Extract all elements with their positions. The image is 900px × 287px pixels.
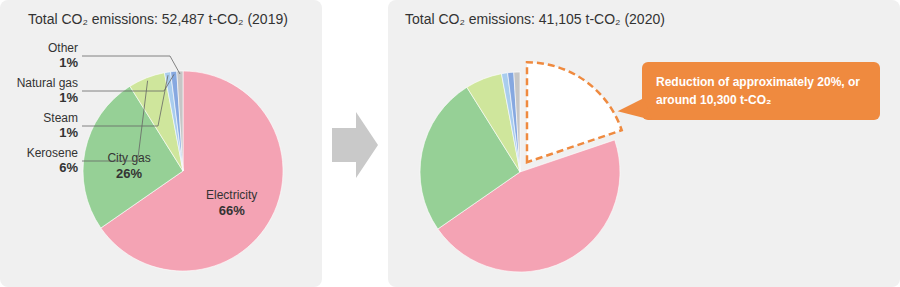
panel-2019 <box>0 0 322 287</box>
figure: Total CO₂ emissions: 52,487 t-CO₂ (2019)… <box>0 0 900 287</box>
callout-pointer <box>618 98 652 120</box>
pie-slice <box>501 73 520 172</box>
pie-slice <box>171 71 183 171</box>
slice-value: 1% <box>59 55 78 70</box>
chart-title: Total CO₂ emissions: 52,487 t-CO₂ (2019) <box>28 11 288 27</box>
slice-value: 1% <box>59 90 78 105</box>
pie-slices <box>420 62 622 272</box>
slice-labels: Electricity66%City gas26%Other1%Natural … <box>17 41 258 218</box>
pie-slices <box>83 71 283 271</box>
slice-label: Other <box>48 41 78 55</box>
leader-line <box>82 56 180 74</box>
slice-value: 6% <box>59 160 78 175</box>
chart-title: Total CO₂ emissions: 41,105 t-CO₂ (2020) <box>405 11 665 27</box>
callout-text: Reduction of approximately 20%, or <box>656 75 860 89</box>
slice-label: Natural gas <box>17 76 78 90</box>
slice-value: 26% <box>116 166 142 181</box>
slice-label: Electricity <box>206 188 257 202</box>
leader-line <box>82 75 168 126</box>
leader-line <box>82 81 148 161</box>
slice-label: Kerosene <box>27 146 79 160</box>
slice-label: City gas <box>107 151 150 165</box>
slice-value: 1% <box>59 125 78 140</box>
pie-slice <box>177 71 183 171</box>
slice-label: Steam <box>43 111 78 125</box>
arrow <box>332 112 378 178</box>
callout: Reduction of approximately 20%, or around… <box>618 62 880 120</box>
callout-box <box>642 62 880 120</box>
callout-text: around 10,300 t-CO₂ <box>656 93 771 107</box>
pie-slice <box>514 72 520 172</box>
pie-slice <box>508 72 520 172</box>
pie-slice <box>164 72 183 171</box>
leader-line <box>82 74 174 91</box>
panel-2020 <box>388 0 900 287</box>
slice-value: 66% <box>219 203 245 218</box>
